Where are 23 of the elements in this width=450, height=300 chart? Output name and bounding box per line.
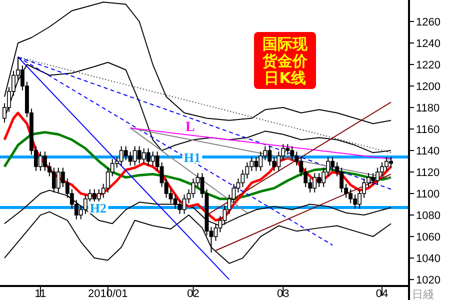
y-tick-label: 1180 — [416, 102, 440, 115]
x-tick-label: 03 — [277, 288, 290, 300]
ref-line-label: H2 — [90, 200, 106, 216]
y-tick-label: 1260 — [416, 16, 440, 29]
x-tick-label: 04 — [376, 288, 388, 300]
y-tick-label: 1060 — [416, 232, 440, 244]
y-tick-label: 1200 — [416, 81, 440, 94]
x-axis-title: 日綫 — [412, 288, 434, 300]
y-tick-label: 1240 — [416, 38, 440, 50]
y-tick-label: 1220 — [416, 60, 440, 72]
x-tick-label: 2010/01 — [88, 288, 128, 300]
y-tick-label: 1140 — [416, 146, 440, 158]
y-tick-label: 1080 — [416, 210, 440, 222]
y-tick-label: 1160 — [416, 124, 440, 136]
y-tick-label: 1100 — [416, 188, 440, 201]
x-tick-label: 11 — [34, 288, 46, 300]
y-tick-label: 1040 — [416, 253, 440, 266]
y-tick-label: 1120 — [416, 167, 440, 180]
text: 国际现货金价日K线 — [254, 32, 316, 89]
y-tick-label: 1020 — [416, 274, 440, 287]
annotation: L — [186, 120, 195, 136]
ref-line-label: H1 — [184, 150, 201, 165]
x-tick-label: 02 — [187, 288, 200, 300]
